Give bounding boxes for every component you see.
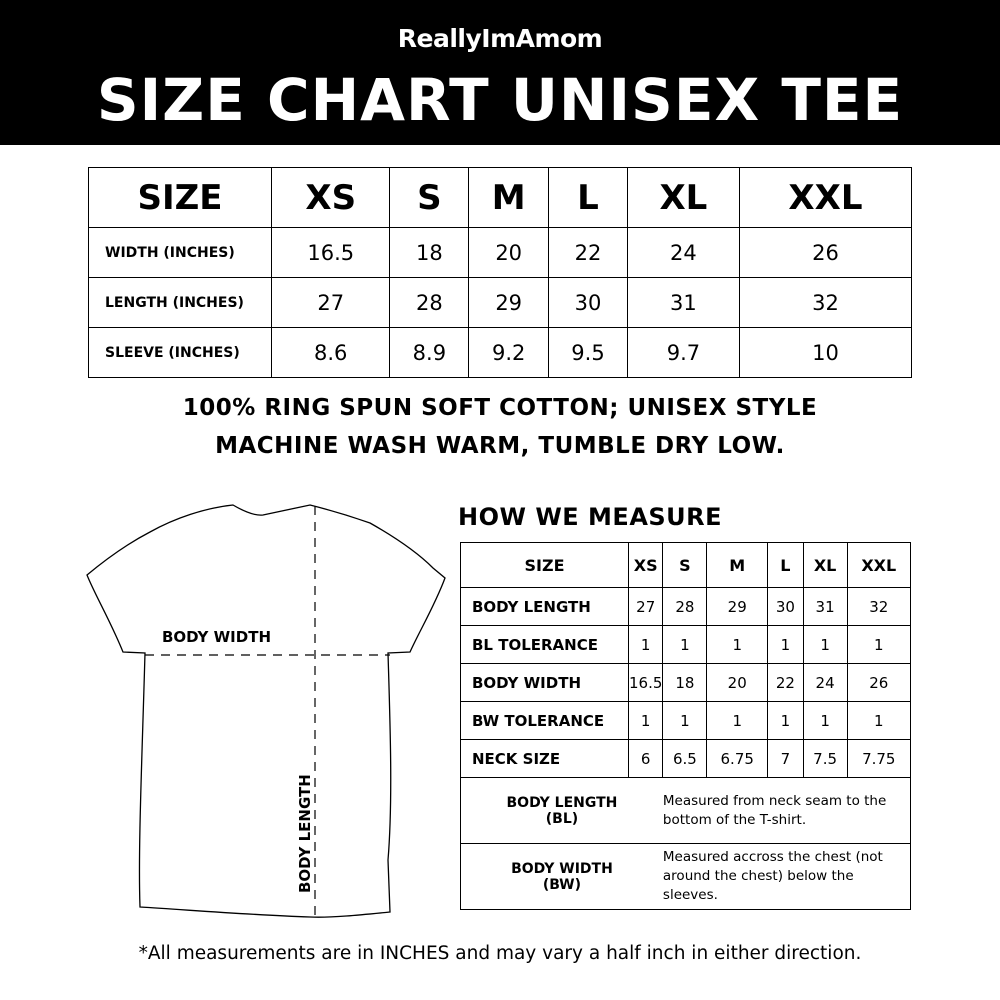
cell: 1 [662,701,708,740]
term-abbr: (BL) [545,810,579,827]
cell: 6.5 [662,739,708,778]
cell: 10 [738,327,913,378]
cell: 9.7 [626,327,740,378]
cell: 26 [846,663,912,702]
cell: 27 [627,587,664,626]
cell: 1 [706,701,769,740]
cell: 18 [389,227,470,278]
measure-table-header: SIZE XS S M L XL XXL [460,542,912,588]
cell: 20 [468,227,550,278]
cell: 1 [802,701,848,740]
cell: 31 [802,587,848,626]
cell: 26 [738,227,913,278]
cell: 6.75 [706,739,769,778]
cell: 9.2 [468,327,550,378]
row-label: WIDTH (INCHES) [88,227,272,278]
cell: 7 [767,739,804,778]
header-cell: L [548,167,628,228]
cell: 31 [626,277,740,328]
header-cell: XL [626,167,740,228]
cell: 9.5 [548,327,628,378]
row-label: LENGTH (INCHES) [88,277,272,328]
page-title: SIZE CHART UNISEX TEE [96,66,904,134]
cell: 16.5 [270,227,391,278]
cell: 1 [706,625,769,664]
header-cell: M [468,167,550,228]
cell: 8.6 [270,327,391,378]
cell: 29 [706,587,769,626]
row-label: BODY LENGTH [460,587,629,626]
cell: 22 [767,663,804,702]
cell: 8.9 [389,327,470,378]
body-width-label: BODY WIDTH [162,628,271,646]
table-row: BL TOLERANCE 1 1 1 1 1 1 [460,625,912,664]
definition-text: Measured from neck seam to the bottom of… [662,777,911,844]
definition-term: BODY LENGTH (BL) [459,777,663,844]
size-table: SIZE XS S M L XL XXL WIDTH (INCHES) 16.5… [88,167,913,378]
definition-row: BODY WIDTH (BW) Measured accross the che… [459,843,911,910]
fabric-info: 100% RING SPUN SOFT COTTON; UNISEX STYLE [182,395,818,421]
cell: 32 [846,587,912,626]
definition-term: BODY WIDTH (BW) [459,843,663,910]
cell: 7.75 [846,739,912,778]
table-row: NECK SIZE 6 6.5 6.75 7 7.5 7.75 [460,739,912,778]
measure-table: SIZE XS S M L XL XXL BODY LENGTH 27 28 2… [459,542,912,910]
row-label: SLEEVE (INCHES) [88,327,272,378]
cell: 24 [802,663,848,702]
definition-row: BODY LENGTH (BL) Measured from neck seam… [459,777,911,844]
care-info: MACHINE WASH WARM, TUMBLE DRY LOW. [215,433,785,459]
header-cell: L [767,542,804,588]
cell: 1 [767,625,804,664]
cell: 1 [846,625,912,664]
table-row: SLEEVE (INCHES) 8.6 8.9 9.2 9.5 9.7 10 [88,327,913,378]
row-label: BW TOLERANCE [460,701,629,740]
cell: 6 [627,739,664,778]
cell: 24 [626,227,740,278]
term-name: BODY LENGTH [506,794,618,811]
header-cell: SIZE [460,542,629,588]
table-row: BODY WIDTH 16.5 18 20 22 24 26 [460,663,912,702]
header-banner: ReallyImAmom SIZE CHART UNISEX TEE [0,0,1000,145]
cell: 30 [548,277,628,328]
how-we-measure-title: HOW WE MEASURE [458,503,723,531]
cell: 29 [468,277,550,328]
definition-text: Measured accross the chest (not around t… [662,843,911,910]
header-cell: SIZE [88,167,272,228]
cell: 1 [627,625,664,664]
term-abbr: (BW) [542,876,582,893]
cell: 28 [662,587,708,626]
tshirt-outline [86,504,446,918]
header-cell: M [706,542,769,588]
brand-logo: ReallyImAmom [397,24,603,53]
header-cell: XS [627,542,664,588]
cell: 1 [627,701,664,740]
cell: 7.5 [802,739,848,778]
cell: 18 [662,663,708,702]
header-cell: XL [802,542,848,588]
term-name: BODY WIDTH [511,860,613,877]
header-cell: S [662,542,708,588]
size-table-header: SIZE XS S M L XL XXL [88,167,913,228]
cell: 22 [548,227,628,278]
cell: 1 [662,625,708,664]
footnote: *All measurements are in INCHES and may … [138,943,862,964]
row-label: NECK SIZE [460,739,629,778]
row-label: BODY WIDTH [460,663,629,702]
tshirt-diagram [86,504,446,918]
cell: 30 [767,587,804,626]
cell: 1 [846,701,912,740]
header-cell: XXL [846,542,912,588]
cell: 32 [738,277,913,328]
row-label: BL TOLERANCE [460,625,629,664]
header-cell: XXL [738,167,913,228]
cell: 1 [802,625,848,664]
header-cell: XS [270,167,391,228]
table-row: BW TOLERANCE 1 1 1 1 1 1 [460,701,912,740]
cell: 16.5 [627,663,664,702]
cell: 20 [706,663,769,702]
table-row: WIDTH (INCHES) 16.5 18 20 22 24 26 [88,227,913,278]
cell: 1 [767,701,804,740]
body-length-label: BODY LENGTH [296,774,314,893]
table-row: BODY LENGTH 27 28 29 30 31 32 [460,587,912,626]
